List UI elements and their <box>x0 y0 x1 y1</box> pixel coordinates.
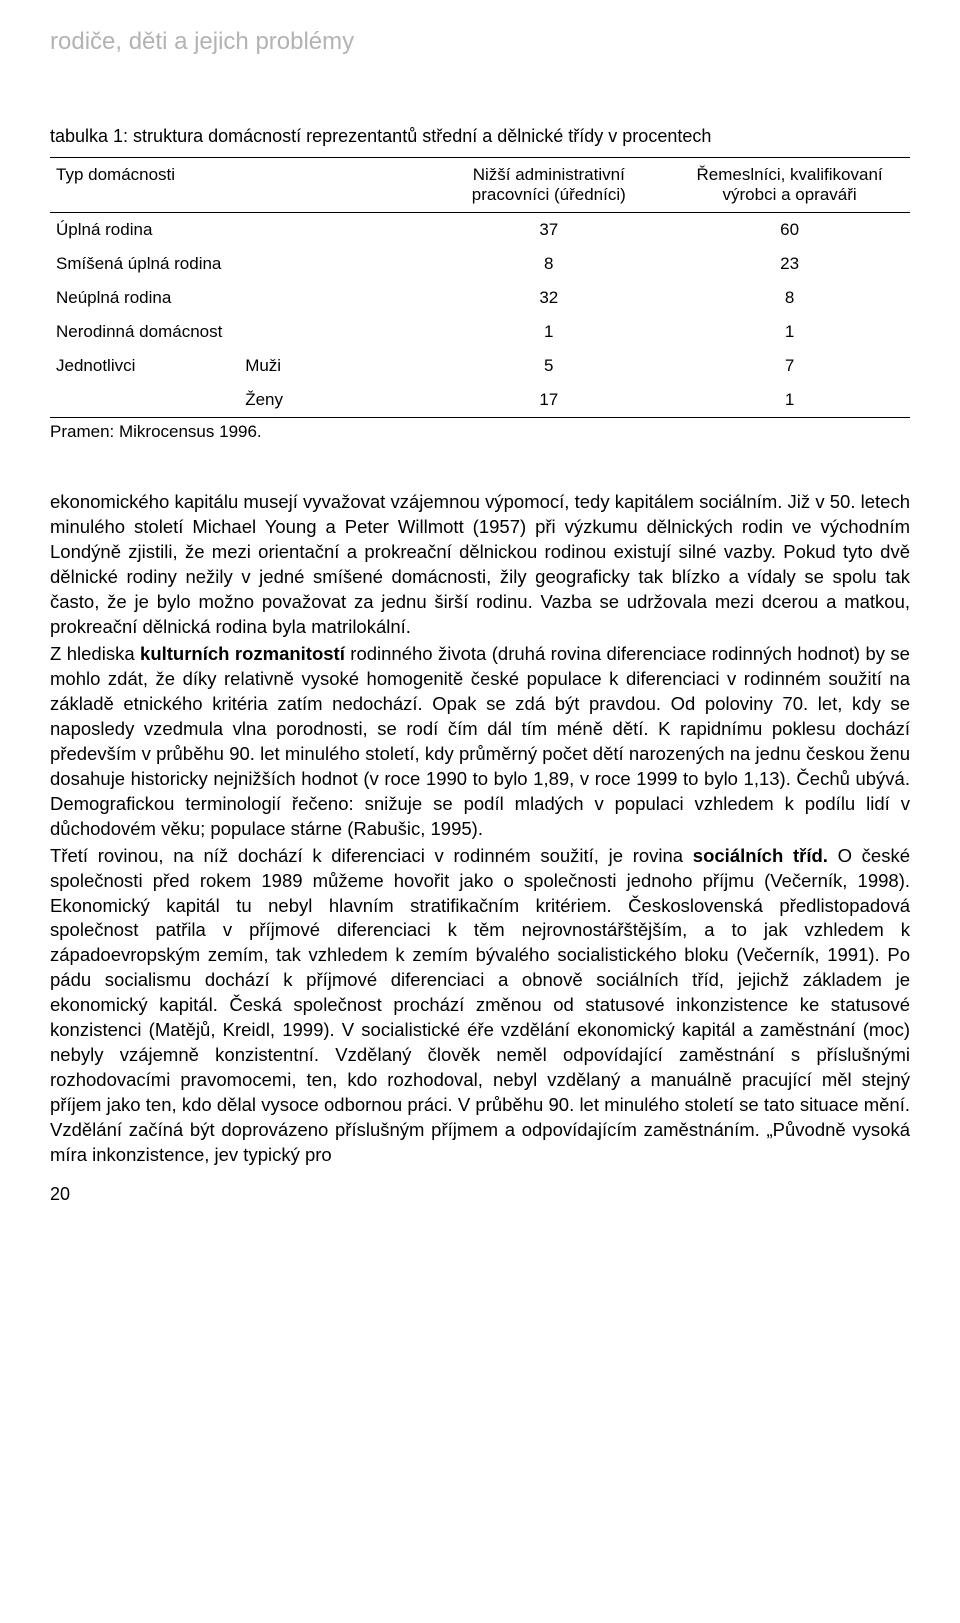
row-label: Jednotlivci <box>50 349 239 383</box>
row-label <box>50 383 239 418</box>
table-caption: tabulka 1: struktura domácností reprezen… <box>50 126 910 147</box>
bold-term: kulturních rozmanitostí <box>140 643 345 664</box>
cell: 1 <box>428 315 669 349</box>
table-row: Ženy 17 1 <box>50 383 910 418</box>
table-1: Typ domácnosti Nižší administrativní pra… <box>50 157 910 418</box>
text-run: ekonomického kapitálu musejí vyvažovat v… <box>50 491 910 637</box>
row-label: Úplná rodina <box>50 213 428 248</box>
paragraph-2: Z hlediska kulturních rozmanitostí rodin… <box>50 642 910 842</box>
section-header: rodiče, děti a jejich problémy <box>50 28 910 56</box>
text-run: Z hlediska <box>50 643 140 664</box>
table-source: Pramen: Mikrocensus 1996. <box>50 422 910 442</box>
col-header-type: Typ domácnosti <box>50 158 428 213</box>
body-text: ekonomického kapitálu musejí vyvažovat v… <box>50 490 910 1168</box>
cell: 7 <box>669 349 910 383</box>
page: rodiče, děti a jejich problémy tabulka 1… <box>0 0 960 1225</box>
bold-term: sociálních tříd. <box>693 845 828 866</box>
paragraph-1: ekonomického kapitálu musejí vyvažovat v… <box>50 490 910 640</box>
paragraph-3: Třetí rovinou, na níž dochází k diferenc… <box>50 844 910 1169</box>
col-header-craft: Řemeslníci, kvalifikovaní výrobci a opra… <box>669 158 910 213</box>
table-row: Úplná rodina 37 60 <box>50 213 910 248</box>
row-label: Neúplná rodina <box>50 281 428 315</box>
cell: 5 <box>428 349 669 383</box>
col-header-admin: Nižší administrativní pracovníci (úřední… <box>428 158 669 213</box>
cell: 1 <box>669 383 910 418</box>
table-row: Smíšená úplná rodina 8 23 <box>50 247 910 281</box>
text-run: rodinného života (druhá rovina diferenci… <box>50 643 910 839</box>
table-row: Nerodinná domácnost 1 1 <box>50 315 910 349</box>
text-run: Třetí rovinou, na níž dochází k diferenc… <box>50 845 693 866</box>
row-sublabel: Ženy <box>239 383 428 418</box>
cell: 32 <box>428 281 669 315</box>
cell: 8 <box>428 247 669 281</box>
text-run: O české společnosti před rokem 1989 může… <box>50 845 910 1166</box>
table-header-row: Typ domácnosti Nižší administrativní pra… <box>50 158 910 213</box>
cell: 17 <box>428 383 669 418</box>
cell: 60 <box>669 213 910 248</box>
cell: 8 <box>669 281 910 315</box>
cell: 37 <box>428 213 669 248</box>
page-number: 20 <box>50 1184 910 1205</box>
table-row: Neúplná rodina 32 8 <box>50 281 910 315</box>
table-row: Jednotlivci Muži 5 7 <box>50 349 910 383</box>
cell: 23 <box>669 247 910 281</box>
row-label: Smíšená úplná rodina <box>50 247 428 281</box>
row-sublabel: Muži <box>239 349 428 383</box>
cell: 1 <box>669 315 910 349</box>
row-label: Nerodinná domácnost <box>50 315 428 349</box>
